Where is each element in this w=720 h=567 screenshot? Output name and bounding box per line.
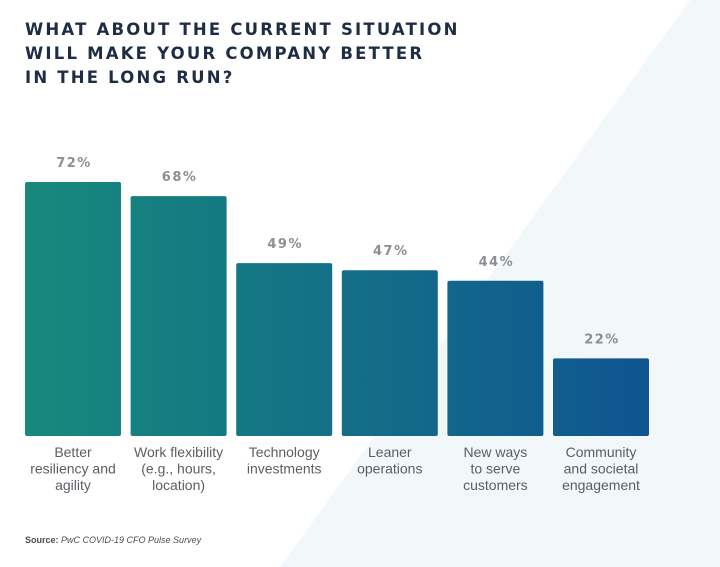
- chart-title-line: WILL MAKE YOUR COMPANY BETTER: [25, 44, 425, 63]
- category-label-line: to serve: [470, 461, 520, 477]
- bar: [447, 280, 544, 436]
- bar: [236, 263, 333, 436]
- value-labels-group: 72% 68% 49% 47% 44% 22%: [56, 156, 620, 347]
- category-label-line: operations: [357, 461, 422, 477]
- value-label: 47%: [373, 244, 409, 259]
- category-label-line: New ways: [464, 444, 528, 460]
- category-label: Technology investments: [247, 444, 322, 477]
- source-note: Source: PwC COVID-19 CFO Pulse Survey: [25, 535, 201, 545]
- category-label: Community and societal engagement: [562, 444, 640, 493]
- bar: [553, 358, 649, 436]
- category-label-line: Technology: [249, 444, 320, 460]
- category-label-line: Leaner: [368, 444, 412, 460]
- bar: [25, 182, 121, 436]
- category-labels-group: Better resiliency and agility Work flexibil…: [30, 444, 640, 493]
- category-label: Better resiliency and agility: [30, 444, 116, 493]
- value-label: 68%: [162, 170, 198, 185]
- category-label: Work flexibility (e.g., hours, location): [134, 444, 223, 493]
- bars-group: [25, 182, 649, 436]
- source-label: Source:: [25, 535, 59, 545]
- category-label-line: Community: [566, 444, 637, 460]
- category-label-line: resiliency and: [30, 461, 116, 477]
- chart-title-line: IN THE LONG RUN?: [25, 68, 235, 87]
- value-label: 72%: [56, 156, 92, 171]
- category-label-line: customers: [463, 477, 528, 493]
- category-label-line: agility: [55, 477, 91, 493]
- value-label: 49%: [267, 237, 303, 252]
- category-label-line: and societal: [564, 461, 639, 477]
- bar: [130, 196, 227, 436]
- chart-title: WHAT ABOUT THE CURRENT SITUATION WILL MA…: [25, 18, 460, 90]
- category-label-line: (e.g., hours,: [141, 461, 216, 477]
- value-label: 22%: [584, 332, 620, 347]
- category-label: New ways to serve customers: [463, 444, 528, 493]
- value-label: 44%: [479, 255, 515, 270]
- source-text: PwC COVID-19 CFO Pulse Survey: [61, 535, 202, 545]
- category-label-line: location): [152, 477, 205, 493]
- bar: [341, 270, 438, 436]
- category-label: Leaner operations: [357, 444, 422, 477]
- category-label-line: Better: [54, 444, 92, 460]
- category-label-line: Work flexibility: [134, 444, 223, 460]
- category-label-line: engagement: [562, 477, 640, 493]
- category-label-line: investments: [247, 461, 322, 477]
- chart-title-line: WHAT ABOUT THE CURRENT SITUATION: [25, 20, 460, 39]
